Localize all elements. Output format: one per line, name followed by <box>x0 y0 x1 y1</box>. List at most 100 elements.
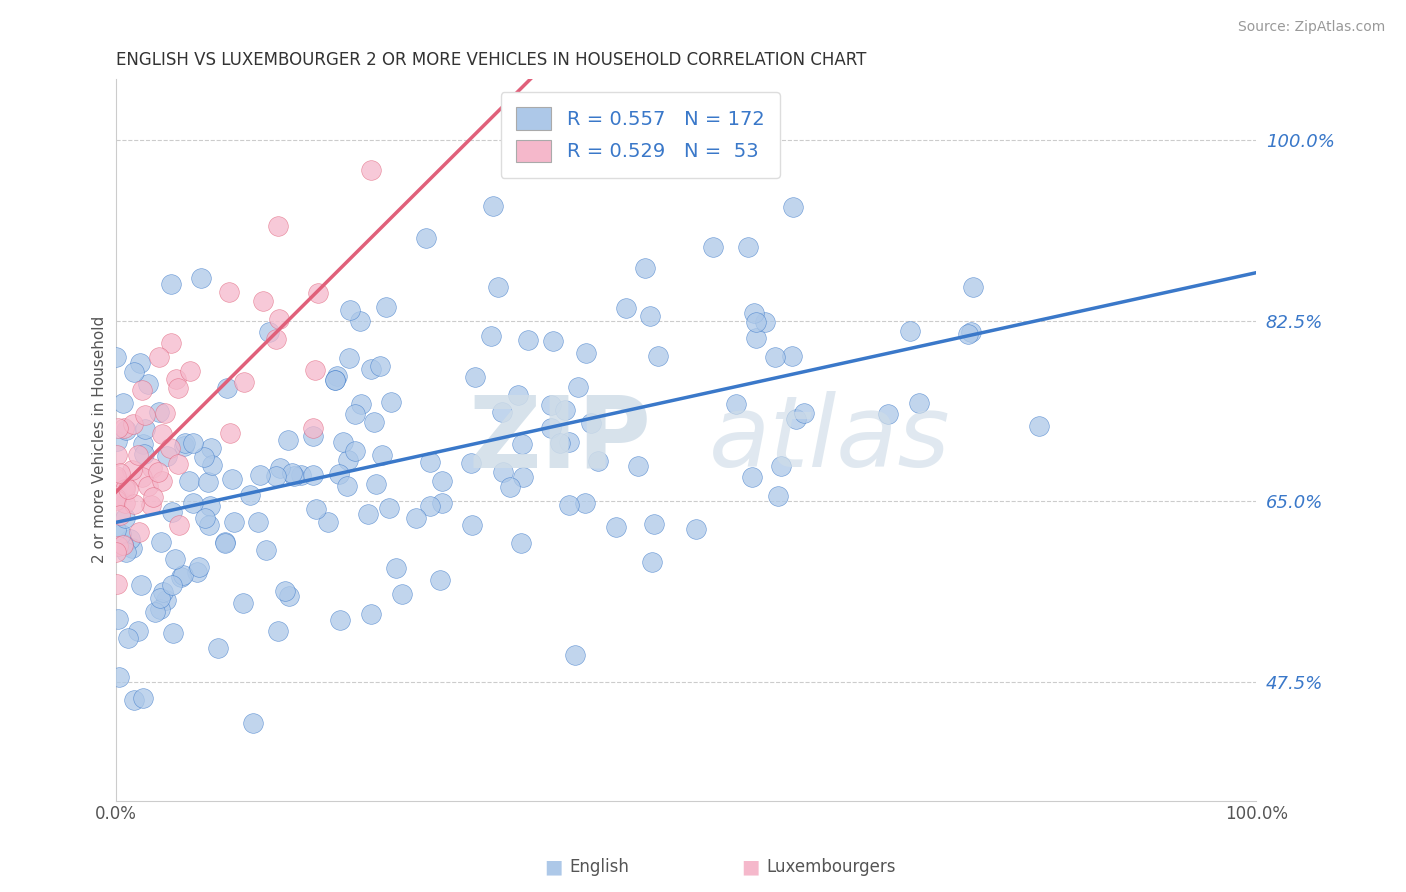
Point <box>328 467 350 481</box>
Point <box>336 479 359 493</box>
Point <box>132 436 155 450</box>
Point <box>898 324 921 338</box>
Point <box>574 496 596 510</box>
Point <box>131 470 153 484</box>
Point <box>190 271 212 285</box>
Point <box>325 374 347 388</box>
Point <box>197 475 219 489</box>
Point <box>174 436 197 450</box>
Point <box>108 508 131 523</box>
Point <box>127 448 149 462</box>
Point <box>564 648 586 662</box>
Point <box>876 407 898 421</box>
Text: Source: ZipAtlas.com: Source: ZipAtlas.com <box>1237 20 1385 34</box>
Point <box>349 313 371 327</box>
Point <box>283 469 305 483</box>
Point <box>384 561 406 575</box>
Point <box>378 500 401 515</box>
Point <box>122 365 145 379</box>
Point <box>160 277 183 291</box>
Point <box>107 612 129 626</box>
Point <box>754 315 776 329</box>
Point <box>634 261 657 276</box>
Point <box>108 466 131 480</box>
Point <box>259 325 281 339</box>
Point <box>156 450 179 464</box>
Point <box>159 335 181 350</box>
Point <box>105 488 128 502</box>
Point <box>155 592 177 607</box>
Point <box>641 555 664 569</box>
Point <box>360 361 382 376</box>
Point <box>111 395 134 409</box>
Point <box>908 396 931 410</box>
Point <box>139 498 162 512</box>
Text: ENGLISH VS LUXEMBOURGER 2 OR MORE VEHICLES IN HOUSEHOLD CORRELATION CHART: ENGLISH VS LUXEMBOURGER 2 OR MORE VEHICL… <box>115 51 866 69</box>
Point <box>405 511 427 525</box>
Point <box>114 479 136 493</box>
Point <box>432 474 454 488</box>
Point <box>165 372 187 386</box>
Point <box>132 447 155 461</box>
Point <box>149 591 172 605</box>
Point <box>460 457 482 471</box>
Point <box>558 435 581 450</box>
Point <box>105 577 128 591</box>
Point <box>492 465 515 479</box>
Point <box>146 466 169 480</box>
Point <box>153 406 176 420</box>
Point <box>780 349 803 363</box>
Point <box>114 496 136 510</box>
Point <box>104 468 127 483</box>
Point <box>541 334 564 349</box>
Point <box>360 607 382 622</box>
Point <box>371 448 394 462</box>
Point <box>323 373 346 387</box>
Point <box>517 333 540 347</box>
Point <box>117 631 139 645</box>
Point <box>149 535 172 549</box>
Point <box>167 518 190 533</box>
Point <box>104 471 127 485</box>
Point <box>702 240 724 254</box>
Point <box>1028 418 1050 433</box>
Point <box>266 332 288 346</box>
Point <box>114 483 136 497</box>
Point <box>785 411 807 425</box>
Point <box>181 435 204 450</box>
Point <box>337 351 360 365</box>
Point <box>117 482 139 496</box>
Point <box>246 515 269 529</box>
Point <box>179 364 201 378</box>
Point <box>277 433 299 447</box>
Point <box>198 517 221 532</box>
Point <box>685 521 707 535</box>
Point <box>232 596 254 610</box>
Point <box>363 415 385 429</box>
Point <box>643 516 665 531</box>
Point <box>152 585 174 599</box>
Point <box>249 467 271 482</box>
Point <box>104 545 127 559</box>
Point <box>104 350 127 364</box>
Point <box>512 437 534 451</box>
Point <box>177 474 200 488</box>
Point <box>343 443 366 458</box>
Point <box>508 388 530 402</box>
Point <box>121 541 143 555</box>
Point <box>575 346 598 360</box>
Point <box>548 436 571 450</box>
Point <box>638 309 661 323</box>
Point <box>316 515 339 529</box>
Point <box>329 613 352 627</box>
Point <box>105 448 128 462</box>
Point <box>214 535 236 549</box>
Point <box>162 625 184 640</box>
Point <box>131 383 153 397</box>
Text: atlas: atlas <box>709 391 950 488</box>
Point <box>122 497 145 511</box>
Point <box>332 435 354 450</box>
Point <box>111 538 134 552</box>
Point <box>391 587 413 601</box>
Point <box>793 406 815 420</box>
